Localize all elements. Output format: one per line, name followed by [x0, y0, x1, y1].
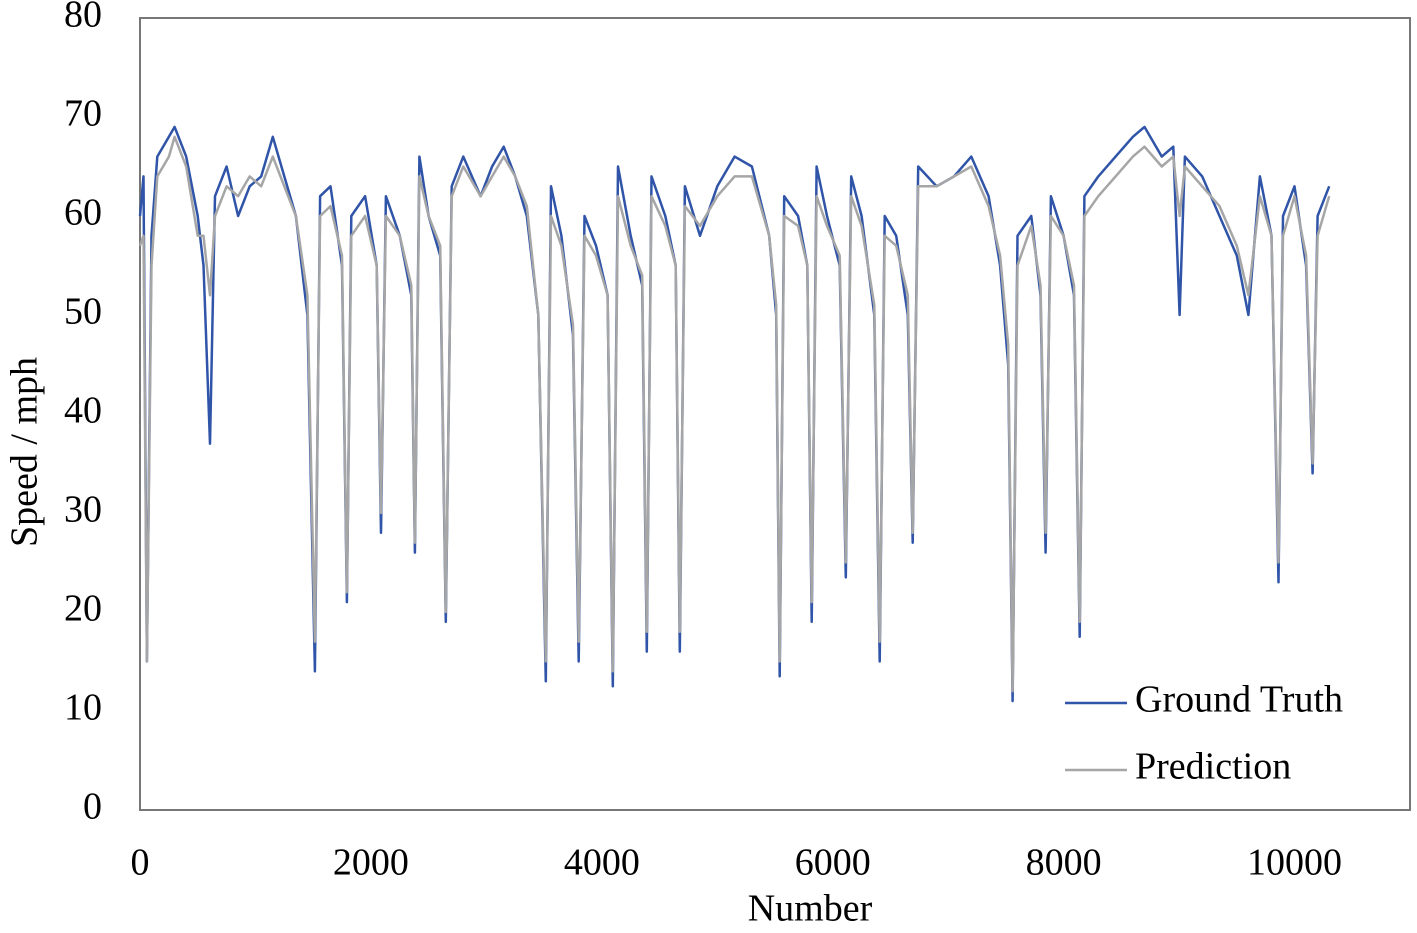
x-tick-label: 2000 [333, 842, 409, 884]
x-tick-label: 8000 [1026, 842, 1102, 884]
y-tick-label: 20 [64, 588, 102, 630]
x-tick-label: 6000 [795, 842, 871, 884]
y-tick-label: 0 [83, 786, 102, 828]
plot-frame [139, 17, 1411, 811]
y-tick-label: 70 [64, 93, 102, 135]
x-axis-title: Number [748, 888, 873, 930]
y-axis-title: Speed / mph [4, 357, 46, 547]
x-tick-label: 10000 [1247, 842, 1342, 884]
y-tick-label: 40 [64, 390, 102, 432]
y-tick-label: 80 [64, 0, 102, 36]
series-line [138, 135, 1331, 693]
x-tick-label: 0 [131, 842, 150, 884]
legend-label: Ground Truth [1135, 679, 1343, 721]
y-tick-label: 30 [64, 489, 102, 531]
x-tick-label: 4000 [564, 842, 640, 884]
y-tick-label: 10 [64, 687, 102, 729]
y-tick-label: 60 [64, 192, 102, 234]
y-tick-label: 50 [64, 291, 102, 333]
legend-label: Prediction [1135, 746, 1291, 788]
